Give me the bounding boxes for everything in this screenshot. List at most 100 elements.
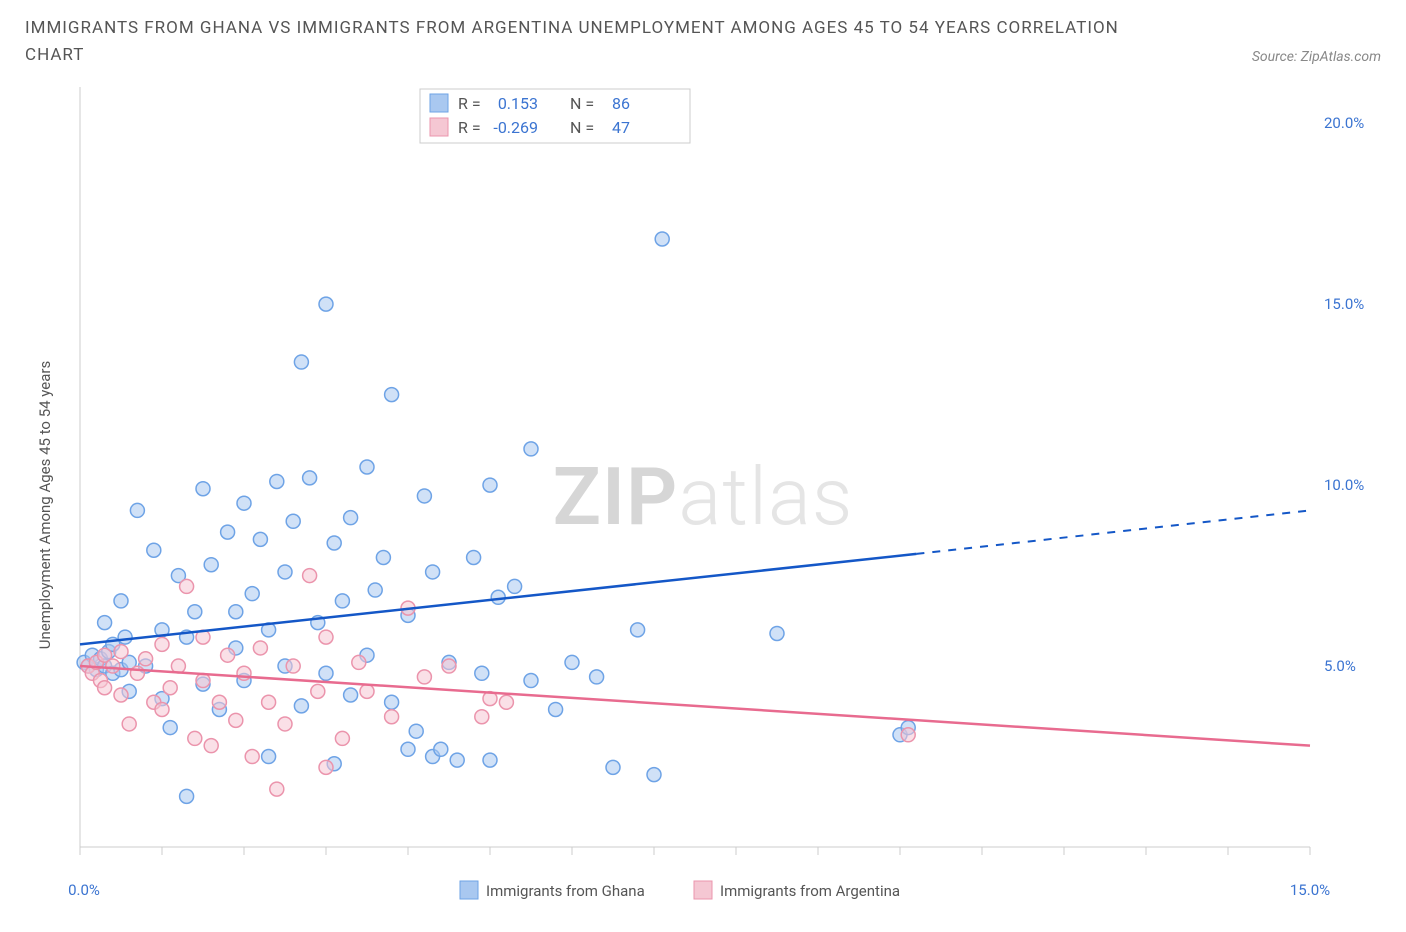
data-point xyxy=(114,688,128,702)
data-point xyxy=(196,482,210,496)
data-point xyxy=(450,754,464,768)
legend-swatch xyxy=(460,881,478,899)
data-point xyxy=(212,696,226,710)
legend-n-value: 86 xyxy=(612,94,630,113)
data-point xyxy=(221,649,235,663)
data-point xyxy=(647,768,661,782)
data-point xyxy=(188,605,202,619)
x-tick-label: 0.0% xyxy=(68,881,100,899)
data-point xyxy=(245,750,259,764)
data-point xyxy=(417,670,431,684)
legend-series-label: Immigrants from Argentina xyxy=(720,882,900,900)
data-point xyxy=(442,659,456,673)
data-point xyxy=(417,489,431,503)
data-point xyxy=(319,667,333,681)
data-point xyxy=(278,565,292,579)
data-point xyxy=(590,670,604,684)
data-point xyxy=(327,536,341,550)
data-point xyxy=(286,659,300,673)
chart-title: IMMIGRANTS FROM GHANA VS IMMIGRANTS FROM… xyxy=(25,15,1125,69)
legend-r-label: R = xyxy=(458,118,481,137)
trend-line-extrapolated xyxy=(916,511,1310,554)
data-point xyxy=(352,656,366,670)
data-point xyxy=(409,725,423,739)
legend-series-label: Immigrants from Ghana xyxy=(486,882,645,900)
data-point xyxy=(901,728,915,742)
y-tick-label: 20.0% xyxy=(1324,115,1364,133)
data-point xyxy=(130,504,144,518)
data-point xyxy=(319,630,333,644)
data-point xyxy=(229,714,243,728)
data-point xyxy=(188,732,202,746)
data-point xyxy=(294,355,308,369)
chart-area: ZIPatlas 0.0%15.0%5.0%10.0%15.0%20.0%Une… xyxy=(25,77,1381,917)
source-label: Source: ZipAtlas.com xyxy=(1252,49,1381,69)
legend-swatch xyxy=(430,94,448,112)
data-point xyxy=(770,627,784,641)
data-point xyxy=(344,688,358,702)
data-point xyxy=(270,782,284,796)
data-point xyxy=(262,696,276,710)
data-point xyxy=(434,743,448,757)
data-point xyxy=(499,696,513,710)
data-point xyxy=(335,732,349,746)
data-point xyxy=(368,583,382,597)
data-point xyxy=(180,790,194,804)
data-point xyxy=(229,605,243,619)
data-point xyxy=(303,471,317,485)
data-point xyxy=(475,710,489,724)
data-point xyxy=(180,580,194,594)
data-point xyxy=(426,565,440,579)
data-point xyxy=(98,681,112,695)
x-tick-label: 15.0% xyxy=(1290,881,1330,899)
legend-n-label: N = xyxy=(570,94,594,113)
legend-n-value: 47 xyxy=(612,118,630,137)
data-point xyxy=(631,623,645,637)
legend-swatch xyxy=(430,118,448,136)
legend-r-value: 0.153 xyxy=(498,94,538,113)
data-point xyxy=(163,681,177,695)
data-point xyxy=(311,685,325,699)
data-point xyxy=(376,551,390,565)
data-point xyxy=(294,699,308,713)
data-point xyxy=(98,616,112,630)
y-tick-label: 15.0% xyxy=(1324,296,1364,314)
data-point xyxy=(360,460,374,474)
data-point xyxy=(253,641,267,655)
data-point xyxy=(147,544,161,558)
y-axis-label: Unemployment Among Ages 45 to 54 years xyxy=(36,361,54,649)
legend-r-value: -0.269 xyxy=(493,118,538,137)
data-point xyxy=(118,630,132,644)
data-point xyxy=(344,511,358,525)
data-point xyxy=(606,761,620,775)
data-point xyxy=(385,388,399,402)
data-point xyxy=(196,674,210,688)
y-tick-label: 10.0% xyxy=(1324,476,1364,494)
data-point xyxy=(524,674,538,688)
data-point xyxy=(385,710,399,724)
data-point xyxy=(204,739,218,753)
data-point xyxy=(335,594,349,608)
y-tick-label: 5.0% xyxy=(1324,657,1356,675)
data-point xyxy=(286,515,300,529)
data-point xyxy=(262,750,276,764)
data-point xyxy=(237,497,251,511)
data-point xyxy=(475,667,489,681)
data-point xyxy=(253,533,267,547)
data-point xyxy=(549,703,563,717)
data-point xyxy=(114,645,128,659)
data-point xyxy=(319,761,333,775)
legend-swatch xyxy=(694,881,712,899)
data-point xyxy=(360,685,374,699)
data-point xyxy=(401,743,415,757)
data-point xyxy=(270,475,284,489)
data-point xyxy=(155,703,169,717)
data-point xyxy=(491,591,505,605)
data-point xyxy=(163,721,177,735)
data-point xyxy=(524,442,538,456)
data-point xyxy=(303,569,317,583)
data-point xyxy=(278,717,292,731)
legend-r-label: R = xyxy=(458,94,481,113)
data-point xyxy=(565,656,579,670)
data-point xyxy=(319,298,333,312)
